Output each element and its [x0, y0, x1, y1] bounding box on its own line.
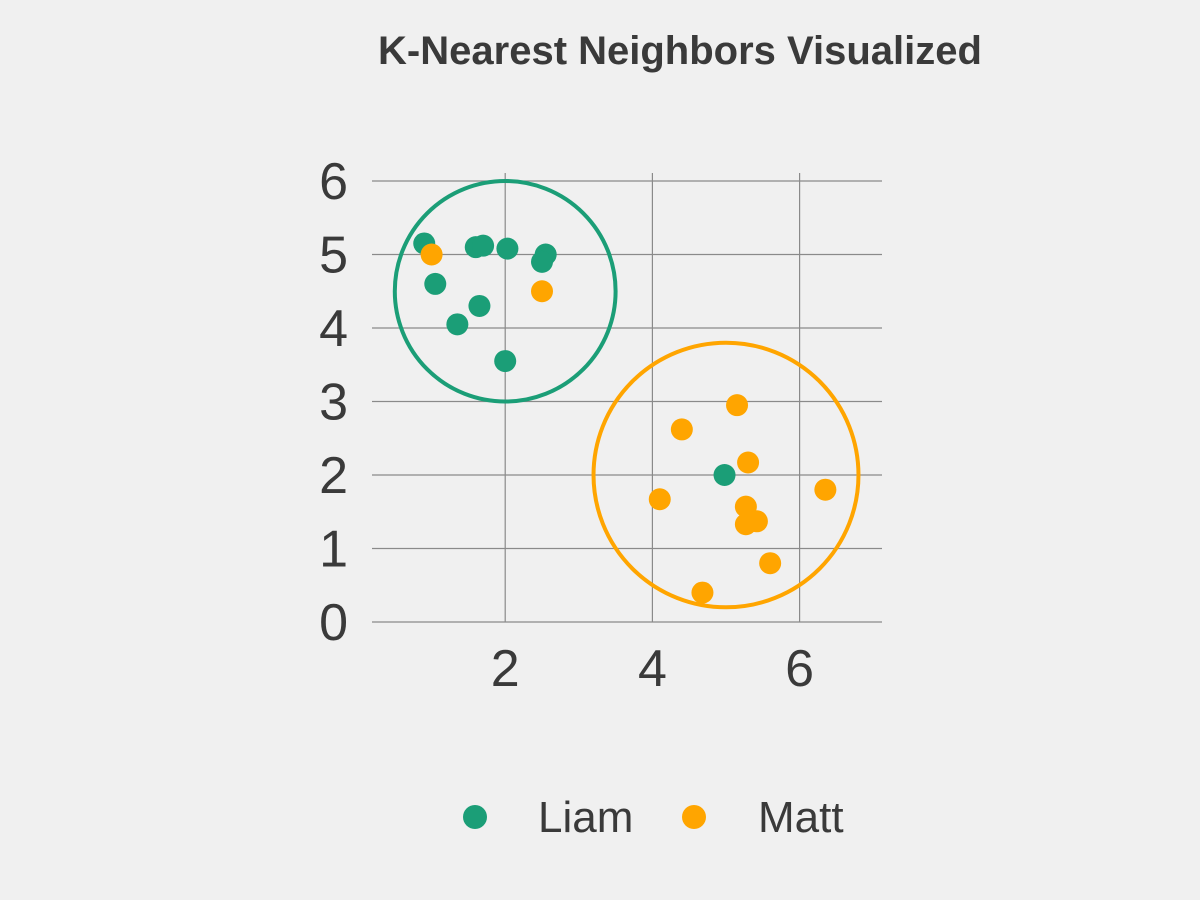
legend-label-liam: Liam	[538, 793, 633, 842]
point-matt-12	[691, 581, 714, 604]
legend-marker-liam	[463, 805, 487, 829]
cluster-circle-2	[591, 340, 861, 610]
point-liam-11	[713, 464, 736, 486]
legend-label-matt: Matt	[758, 793, 844, 842]
point-matt-11	[759, 552, 782, 575]
y-tick-label-4: 4	[319, 300, 348, 358]
point-liam-6	[531, 250, 553, 273]
point-matt-6	[814, 478, 837, 501]
x-tick-label-4: 4	[638, 640, 667, 698]
point-liam-7	[424, 272, 447, 295]
data-points	[413, 232, 837, 604]
y-tick-label-0: 0	[319, 594, 348, 652]
legend: Liam Matt	[463, 793, 844, 842]
point-matt-10	[734, 513, 757, 536]
point-matt-7	[648, 488, 671, 511]
legend-marker-matt	[682, 805, 706, 829]
chart-title: K-Nearest Neighbors Visualized	[378, 29, 982, 73]
cluster-circles	[392, 179, 861, 610]
axis-tick-labels: 0 1 2 3 4 5 6 2 4 6	[319, 153, 814, 698]
point-matt-3	[726, 394, 749, 417]
cluster-circle-1	[392, 179, 618, 404]
point-matt-2	[531, 280, 553, 303]
y-tick-label-6: 6	[319, 153, 348, 211]
point-liam-8	[468, 294, 491, 317]
y-tick-label-1: 1	[319, 521, 348, 579]
point-liam-10	[494, 350, 517, 373]
x-tick-label-2: 2	[491, 640, 520, 698]
y-tick-label-5: 5	[319, 227, 348, 285]
point-matt-5	[737, 451, 760, 474]
point-matt-1	[420, 243, 443, 266]
x-tick-label-6: 6	[785, 640, 814, 698]
grid-lines	[372, 173, 882, 623]
point-liam-9	[446, 313, 469, 336]
point-matt-4	[670, 418, 693, 441]
y-tick-label-3: 3	[319, 374, 348, 432]
point-liam-3	[472, 234, 495, 257]
point-liam-4	[496, 237, 519, 260]
y-tick-label-2: 2	[319, 447, 348, 505]
